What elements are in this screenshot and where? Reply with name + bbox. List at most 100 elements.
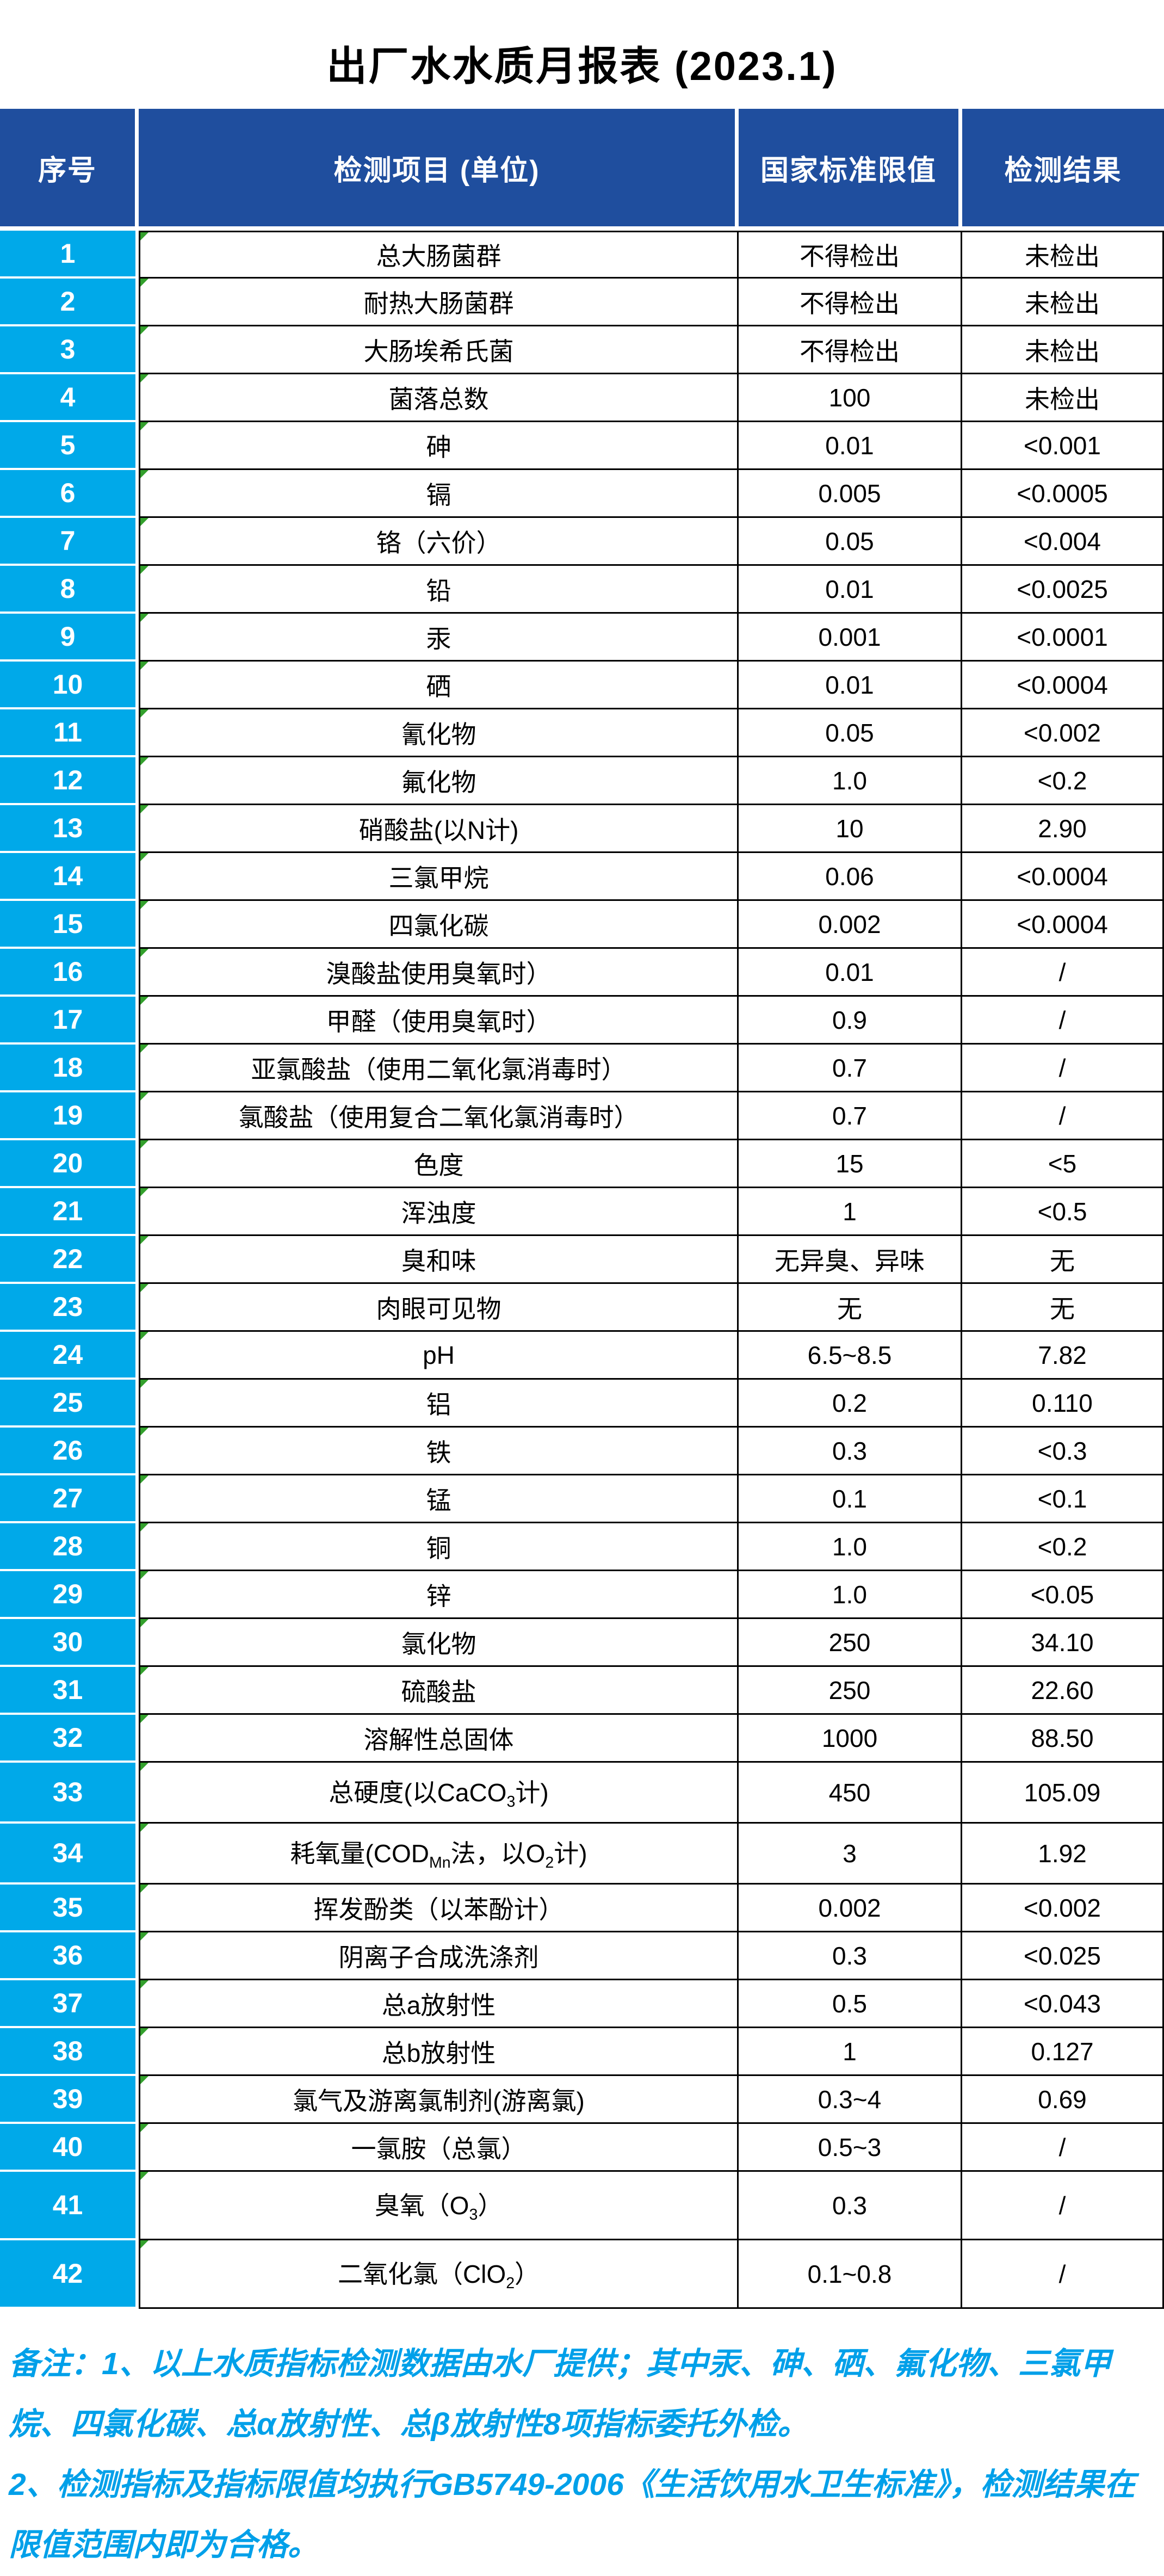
limit-cell: 1 [739,1188,962,1236]
table-row: 35 挥发酚类（以苯酚计） 0.002 <0.002 [0,1885,1164,1932]
row-index-cell: 26 [0,1428,135,1475]
item-label: 浑浊度 [401,1199,476,1227]
limit-cell: 10 [739,805,962,853]
item-label: 锌 [426,1582,451,1610]
limit-cell: 250 [739,1667,962,1715]
table-row: 26 铁 0.3 <0.3 [0,1428,1164,1475]
result-cell: 0.110 [962,1380,1164,1428]
limit-cell: 0.001 [739,614,962,662]
excel-corner-marker [140,1571,148,1579]
excel-corner-marker [140,1188,148,1196]
limit-cell: 0.1~0.8 [739,2240,962,2309]
excel-corner-marker [140,422,148,430]
item-cell: 总b放射性 [139,2028,739,2076]
item-cell: 硫酸盐 [139,1667,739,1715]
excel-corner-marker [140,1667,148,1675]
item-cell: 硝酸盐(以N计) [139,805,739,853]
item-label: 氯化物 [401,1629,476,1658]
table-row: 27 锰 0.1 <0.1 [0,1475,1164,1523]
item-label: 氯气及游离氯制剂(游离氯) [293,2086,585,2115]
item-cell: 三氯甲烷 [139,853,739,901]
excel-corner-marker [140,709,148,718]
result-cell: <0.0004 [962,853,1164,901]
item-label: 砷 [426,433,451,461]
row-index-cell: 17 [0,997,135,1045]
row-index-cell: 30 [0,1619,135,1667]
table-row: 21 浑浊度 1 <0.5 [0,1188,1164,1236]
limit-cell: 0.06 [739,853,962,901]
item-label: 阴离子合成洗涤剂 [338,1943,539,1972]
result-cell: <0.0005 [962,470,1164,518]
table-row: 33 总硬度(以CaCO3计) 450 105.09 [0,1763,1164,1824]
row-index-cell: 3 [0,326,135,374]
excel-corner-marker [140,374,148,382]
row-index-cell: 29 [0,1571,135,1619]
excel-corner-marker [140,1332,148,1340]
limit-cell: 0.7 [739,1092,962,1140]
limit-cell: 无异臭、异味 [739,1236,962,1284]
item-cell: 铝 [139,1380,739,1428]
result-cell: / [962,2240,1164,2309]
item-label: pH [423,1340,455,1369]
limit-cell: 1.0 [739,757,962,805]
table-row: 29 锌 1.0 <0.05 [0,1571,1164,1619]
item-label: 氯酸盐（使用复合二氧化氯消毒时） [238,1103,639,1132]
result-cell: <0.002 [962,1885,1164,1932]
limit-cell: 3 [739,1824,962,1885]
item-label: 二氧化氯（ClO2） [337,2260,540,2293]
row-index-cell: 2 [0,279,135,326]
table-row: 5 砷 0.01 <0.001 [0,422,1164,470]
table-row: 1 总大肠菌群 不得检出 未检出 [0,231,1164,279]
item-cell: 氯气及游离氯制剂(游离氯) [139,2076,739,2124]
result-cell: <0.0025 [962,566,1164,614]
item-label: 氰化物 [401,720,476,749]
excel-corner-marker [140,518,148,526]
item-label: 溴酸盐使用臭氧时） [326,959,552,988]
item-cell: 甲醛（使用臭氧时） [139,997,739,1045]
row-index-cell: 23 [0,1284,135,1332]
excel-corner-marker [140,1428,148,1436]
item-label: 铁 [426,1438,451,1467]
table-row: 15 四氯化碳 0.002 <0.0004 [0,901,1164,949]
item-cell: 总硬度(以CaCO3计) [139,1763,739,1824]
table-row: 24 pH 6.5~8.5 7.82 [0,1332,1164,1380]
item-cell: 肉眼可见物 [139,1284,739,1332]
table-row: 18 亚氯酸盐（使用二氧化氯消毒时） 0.7/ [0,1045,1164,1092]
result-cell: <0.2 [962,1523,1164,1571]
row-index-cell: 35 [0,1885,135,1932]
excel-corner-marker [140,1980,148,1988]
excel-corner-marker [140,1380,148,1388]
item-label: 三氯甲烷 [388,863,489,892]
excel-corner-marker [140,614,148,622]
limit-cell: 1 [739,2028,962,2076]
footer-notes: 备注：1、以上水质指标检测数据由水厂提供；其中汞、砷、硒、氟化物、三氯甲烷、四氯… [0,2334,1164,2576]
result-cell: <0.004 [962,518,1164,566]
limit-cell: 0.7 [739,1045,962,1092]
row-index-cell: 28 [0,1523,135,1571]
result-cell: 未检出 [962,374,1164,422]
item-cell: 挥发酚类（以苯酚计） [139,1885,739,1932]
item-label: 耗氧量(CODMn法，以O2计) [290,1839,587,1872]
result-cell: 无 [962,1284,1164,1332]
item-label: 臭和味 [401,1246,476,1275]
table-row: 13 硝酸盐(以N计) 10 2.90 [0,805,1164,853]
item-label: 总b放射性 [381,2038,496,2067]
row-index-cell: 25 [0,1380,135,1428]
table-row: 36 阴离子合成洗涤剂 0.3 <0.025 [0,1932,1164,1980]
row-index-cell: 18 [0,1045,135,1092]
limit-cell: 0.3~4 [739,2076,962,2124]
table-row: 12 氟化物 1.0 <0.2 [0,757,1164,805]
result-cell: <0.025 [962,1932,1164,1980]
result-cell: 7.82 [962,1332,1164,1380]
row-index-cell: 32 [0,1715,135,1763]
limit-cell: 0.9 [739,997,962,1045]
item-cell: 臭和味 [139,1236,739,1284]
row-index-cell: 21 [0,1188,135,1236]
excel-corner-marker [140,326,148,335]
result-cell: 34.10 [962,1619,1164,1667]
result-cell: <0.0001 [962,614,1164,662]
table-row: 40 一氯胺（总氯） 0.5~3/ [0,2124,1164,2172]
result-cell: / [962,2124,1164,2172]
table-row: 16 溴酸盐使用臭氧时） 0.01/ [0,949,1164,997]
excel-corner-marker [140,949,148,957]
